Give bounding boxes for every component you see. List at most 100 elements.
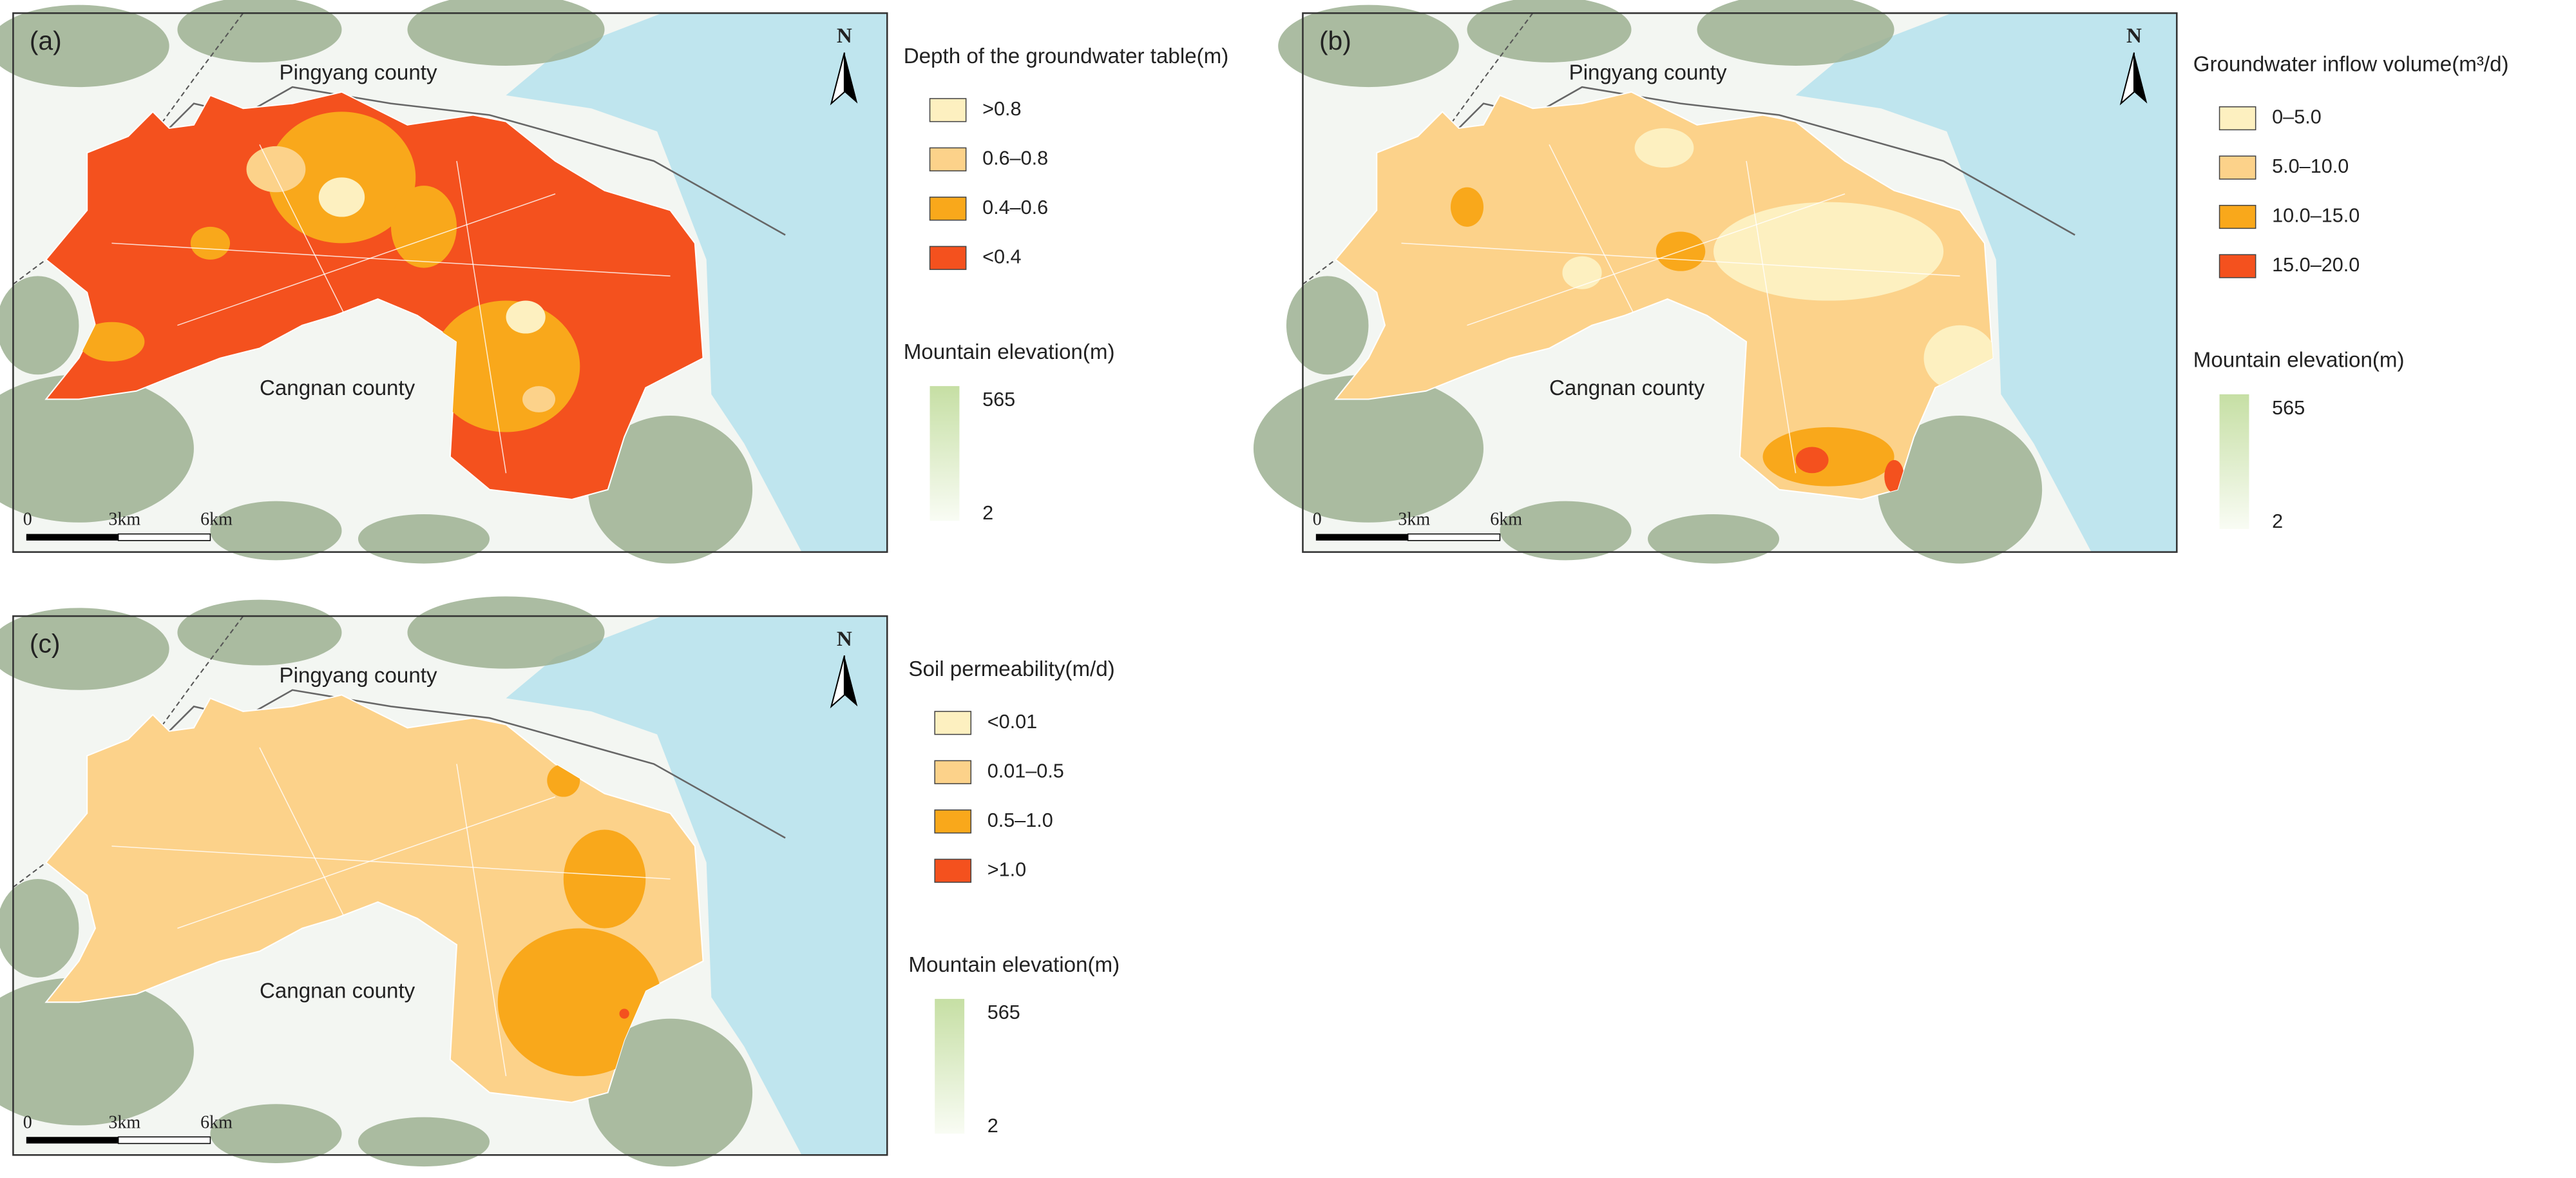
- mountain: [210, 501, 342, 561]
- scale-bar: [1315, 534, 1408, 541]
- map-panel: (c) Pingyang county Cangnan county N 0 3km 6km: [0, 596, 888, 1167]
- legend-swatch: [2218, 155, 2256, 180]
- county-label: Cangnan county: [260, 376, 415, 400]
- zone: [1634, 128, 1694, 168]
- zone: [190, 226, 231, 260]
- zone: [522, 386, 556, 412]
- mountain: [1286, 276, 1369, 375]
- zone: [79, 322, 145, 362]
- elevation-bar: [935, 999, 965, 1134]
- zone: [390, 186, 457, 268]
- scale-label: 6km: [1490, 510, 1522, 530]
- north-arrow: [2133, 52, 2148, 104]
- elevation-max: 565: [2272, 397, 2305, 419]
- zone: [318, 177, 365, 217]
- county-label: Pingyang county: [1569, 61, 1727, 84]
- mountain: [358, 514, 490, 564]
- legend-label: <0.01: [987, 711, 1037, 733]
- legend-label: 0–5.0: [2272, 106, 2322, 128]
- zones: [111, 747, 671, 1077]
- scale-label: 6km: [200, 1112, 233, 1132]
- map-panel: (a) Pingyang county Cangnan county N 0 3km 6km: [0, 0, 888, 564]
- mountain: [0, 608, 169, 690]
- elevation-min: 2: [982, 502, 993, 524]
- legend-label: 5.0–10.0: [2272, 155, 2349, 177]
- legend-swatch: [934, 809, 972, 834]
- mountain: [0, 977, 194, 1126]
- mountain: [0, 276, 79, 375]
- mountain: [210, 1104, 342, 1164]
- elevation-title: Mountain elevation(m): [908, 953, 1120, 977]
- road: [177, 193, 556, 326]
- scale-label: 0: [23, 510, 32, 530]
- scale-bar: [26, 1137, 119, 1144]
- legend-swatch: [2218, 204, 2256, 229]
- legend-label: 0.6–0.8: [982, 147, 1048, 169]
- legend-swatch: [929, 98, 967, 122]
- zone: [563, 829, 646, 929]
- legend-swatch: [929, 246, 967, 270]
- scale-label: 3km: [108, 1112, 140, 1132]
- scale-bar: [1407, 533, 1501, 541]
- legend-label: 0.5–1.0: [987, 809, 1053, 831]
- map-frame: [12, 615, 888, 1156]
- legend-label: 10.0–15.0: [2272, 205, 2360, 227]
- mountain: [177, 599, 342, 666]
- legend-label: 0.4–0.6: [982, 197, 1048, 218]
- mountain: [1253, 374, 1484, 523]
- road: [111, 845, 671, 880]
- road: [1746, 160, 1797, 474]
- mountain: [407, 0, 605, 66]
- zone: [619, 1009, 629, 1019]
- scale-bar: [117, 533, 211, 541]
- panel-label: (b): [1319, 26, 1351, 55]
- sea: [506, 616, 888, 1155]
- legend-swatch: [2218, 106, 2256, 131]
- legend-swatch: [929, 147, 967, 171]
- legend: Depth of the groundwater table(m) >0.8 0.6…: [904, 44, 1229, 524]
- legend-title: Groundwater inflow volume(m³/d): [2193, 53, 2509, 77]
- county-label: Pingyang county: [280, 664, 437, 688]
- north-arrow: [844, 655, 858, 707]
- scale-label: 6km: [200, 510, 233, 530]
- scale-bar: [26, 534, 119, 541]
- mountain: [1648, 514, 1780, 564]
- mountain: [588, 416, 753, 564]
- north-label: N: [837, 627, 852, 651]
- elevation-title: Mountain elevation(m): [904, 340, 1115, 364]
- mountain: [1278, 5, 1459, 88]
- road: [456, 764, 507, 1077]
- zone: [1713, 202, 1944, 301]
- zone: [1795, 447, 1829, 474]
- legend-label: >1.0: [987, 858, 1026, 880]
- mountain: [0, 374, 194, 523]
- study-area: [1334, 91, 1994, 501]
- legend-swatch: [929, 197, 967, 221]
- mountain: [0, 5, 169, 88]
- mountain: [588, 1018, 753, 1167]
- north-label: N: [2126, 24, 2142, 48]
- mountain: [1500, 501, 1632, 561]
- road: [177, 796, 556, 929]
- road: [456, 160, 507, 474]
- legend-label: 0.01–0.5: [987, 760, 1064, 782]
- map-frame: [12, 12, 888, 553]
- elevation-bar: [2219, 394, 2249, 529]
- elevation-max: 565: [982, 389, 1015, 410]
- zone: [497, 928, 662, 1076]
- scale-label: 0: [23, 1112, 32, 1132]
- panel-label: (c): [30, 629, 61, 659]
- panel-label: (a): [30, 26, 62, 55]
- zone: [1562, 256, 1602, 289]
- legend-swatch: [934, 711, 972, 735]
- mountain: [1697, 0, 1894, 66]
- elevation-bar: [930, 386, 960, 521]
- mountain: [407, 596, 605, 669]
- legend: Soil permeability(m/d) <0.01 0.01–0.5 0.5–1…: [908, 657, 1120, 1137]
- legend-swatch: [934, 858, 972, 883]
- road: [1401, 242, 1960, 277]
- legend-title: Soil permeability(m/d): [908, 657, 1114, 681]
- county-label: Pingyang county: [280, 61, 437, 84]
- sea: [1795, 13, 2177, 552]
